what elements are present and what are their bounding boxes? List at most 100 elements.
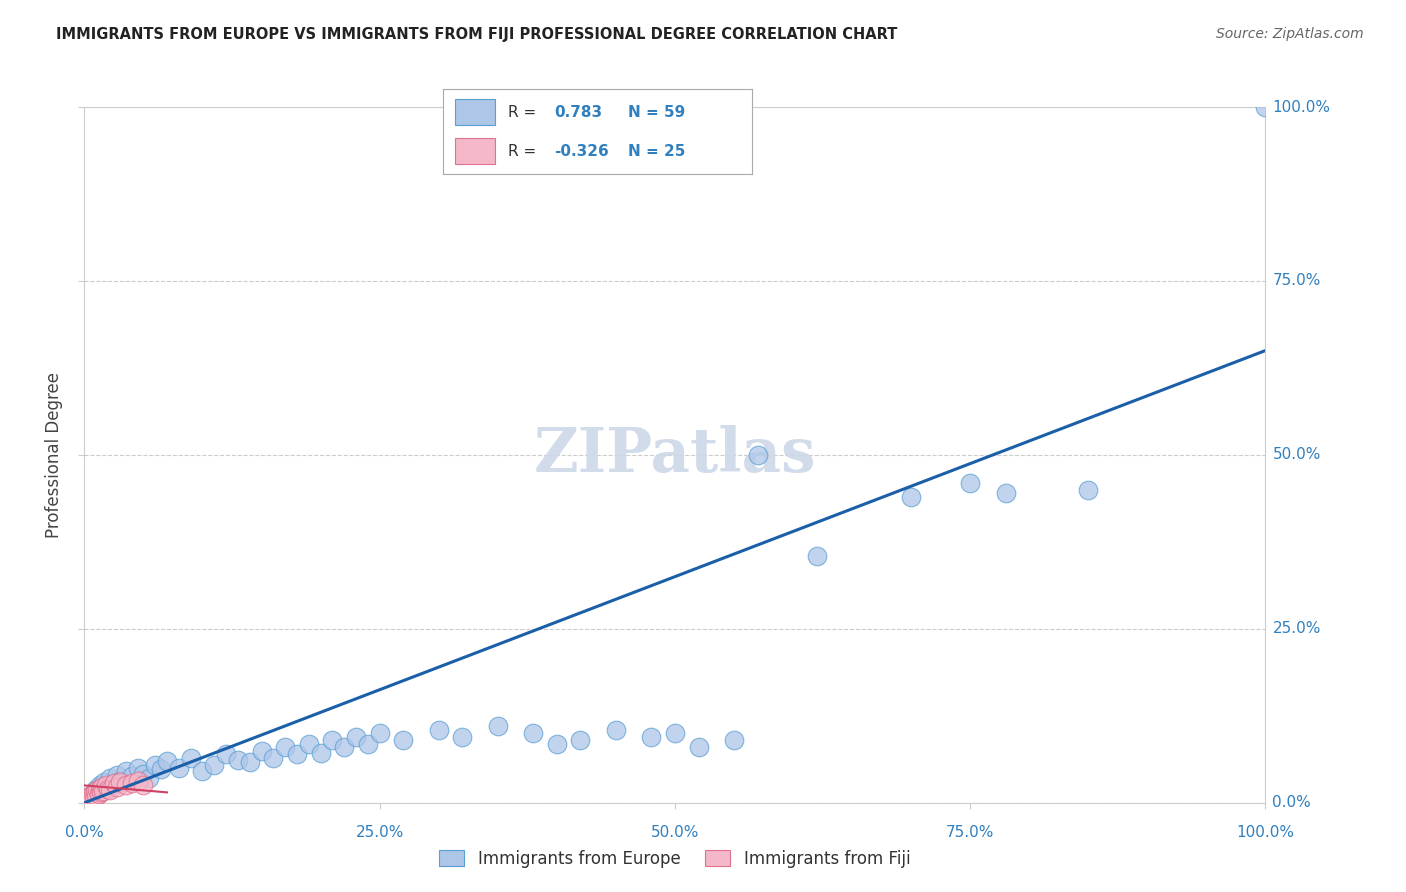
Point bbox=[250, 744, 273, 758]
Point bbox=[167, 761, 190, 775]
Point bbox=[1254, 100, 1277, 114]
Point bbox=[108, 775, 131, 789]
Point bbox=[132, 778, 155, 792]
Point bbox=[522, 726, 544, 740]
Point bbox=[202, 757, 225, 772]
Y-axis label: Professional Degree: Professional Degree bbox=[45, 372, 63, 538]
Point bbox=[138, 772, 160, 786]
Point bbox=[451, 730, 474, 744]
Point bbox=[806, 549, 828, 563]
Point bbox=[83, 789, 105, 804]
Point bbox=[86, 783, 108, 797]
Point bbox=[107, 780, 129, 795]
Point bbox=[76, 794, 98, 808]
Point bbox=[103, 776, 125, 790]
Bar bbox=[456, 99, 495, 125]
Text: 0.0%: 0.0% bbox=[1272, 796, 1312, 810]
Point bbox=[84, 789, 107, 803]
Point bbox=[723, 733, 745, 747]
Point bbox=[121, 776, 143, 790]
Point bbox=[90, 785, 112, 799]
Point bbox=[298, 737, 321, 751]
Point bbox=[274, 740, 297, 755]
Point bbox=[107, 768, 129, 782]
Point bbox=[84, 785, 107, 799]
Point bbox=[80, 791, 103, 805]
Point bbox=[427, 723, 450, 737]
Point bbox=[84, 781, 107, 796]
Point bbox=[93, 775, 115, 789]
Text: R =: R = bbox=[508, 144, 536, 159]
Point bbox=[368, 726, 391, 740]
Text: 100.0%: 100.0% bbox=[1236, 825, 1295, 840]
Point bbox=[80, 790, 103, 805]
Text: 0.783: 0.783 bbox=[554, 104, 602, 120]
Point bbox=[321, 733, 343, 747]
Point bbox=[239, 756, 262, 770]
Text: Source: ZipAtlas.com: Source: ZipAtlas.com bbox=[1216, 27, 1364, 41]
Text: ZIPatlas: ZIPatlas bbox=[534, 425, 815, 485]
Point bbox=[91, 784, 114, 798]
Point bbox=[959, 475, 981, 490]
Point bbox=[180, 750, 202, 764]
Point bbox=[91, 783, 114, 797]
Bar bbox=[456, 138, 495, 164]
Point bbox=[191, 764, 214, 779]
Point bbox=[215, 747, 238, 761]
Point bbox=[127, 773, 149, 788]
Point bbox=[89, 781, 111, 796]
Point bbox=[79, 789, 101, 803]
Point bbox=[86, 788, 108, 802]
Point bbox=[83, 785, 105, 799]
Text: 25.0%: 25.0% bbox=[1272, 622, 1320, 636]
Text: N = 59: N = 59 bbox=[628, 104, 686, 120]
Point bbox=[132, 766, 155, 780]
Point bbox=[79, 789, 101, 803]
Point bbox=[94, 778, 117, 792]
Point bbox=[97, 780, 120, 795]
Point bbox=[605, 723, 627, 737]
Point bbox=[1077, 483, 1099, 497]
Point bbox=[226, 753, 249, 767]
Point bbox=[150, 763, 173, 777]
Point bbox=[114, 764, 136, 779]
Point bbox=[392, 733, 415, 747]
Point bbox=[262, 750, 284, 764]
Text: IMMIGRANTS FROM EUROPE VS IMMIGRANTS FROM FIJI PROFESSIONAL DEGREE CORRELATION C: IMMIGRANTS FROM EUROPE VS IMMIGRANTS FRO… bbox=[56, 27, 897, 42]
Point bbox=[82, 788, 104, 802]
Point bbox=[344, 730, 367, 744]
Point bbox=[114, 778, 136, 792]
Text: R =: R = bbox=[508, 104, 536, 120]
Point bbox=[89, 778, 111, 792]
Point bbox=[333, 740, 356, 755]
Point bbox=[664, 726, 686, 740]
Point bbox=[143, 757, 166, 772]
Point bbox=[357, 737, 380, 751]
Point bbox=[77, 792, 100, 806]
Point bbox=[98, 772, 121, 786]
Text: 75.0%: 75.0% bbox=[1272, 274, 1320, 288]
Point bbox=[486, 719, 509, 733]
Legend: Immigrants from Europe, Immigrants from Fiji: Immigrants from Europe, Immigrants from … bbox=[433, 843, 917, 874]
Point bbox=[285, 747, 308, 761]
Point bbox=[77, 790, 100, 805]
Point bbox=[546, 737, 568, 751]
Text: 100.0%: 100.0% bbox=[1272, 100, 1330, 114]
Point bbox=[900, 490, 922, 504]
Text: 75.0%: 75.0% bbox=[946, 825, 994, 840]
Point bbox=[127, 761, 149, 775]
Text: 50.0%: 50.0% bbox=[1272, 448, 1320, 462]
Text: 0.0%: 0.0% bbox=[65, 825, 104, 840]
Point bbox=[108, 773, 131, 788]
Point bbox=[87, 787, 110, 801]
Text: -0.326: -0.326 bbox=[554, 144, 609, 159]
Point bbox=[569, 733, 592, 747]
Point bbox=[97, 781, 120, 796]
Point bbox=[98, 783, 121, 797]
Point bbox=[640, 730, 662, 744]
Point bbox=[309, 746, 332, 760]
Text: 50.0%: 50.0% bbox=[651, 825, 699, 840]
Point bbox=[103, 776, 125, 790]
Point bbox=[688, 740, 710, 755]
Point bbox=[121, 769, 143, 783]
